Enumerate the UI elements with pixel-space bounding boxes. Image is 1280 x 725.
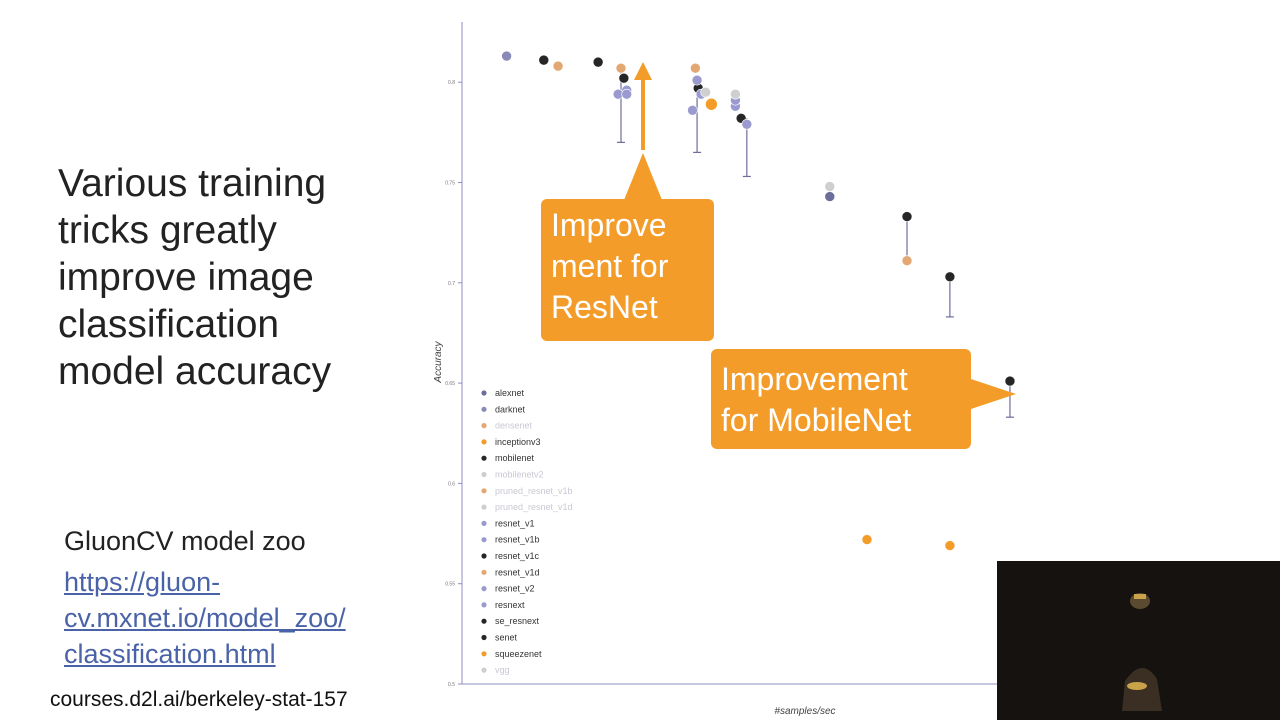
callout-line: ment for [551, 248, 669, 284]
legend-swatch [481, 602, 487, 608]
legend-swatch [481, 618, 487, 624]
data-point [901, 211, 913, 222]
legend-swatch [481, 520, 487, 527]
y-tick-label: 0.5 [448, 682, 455, 688]
y-tick-label: 0.65 [445, 381, 455, 387]
course-url: courses.d2l.ai/berkeley-stat-157 [50, 688, 348, 711]
callout-line: for MobileNet [721, 402, 912, 438]
legend-swatch [481, 423, 487, 429]
x-axis-label: #samples/sec [774, 706, 835, 717]
callout-line: ResNet [551, 289, 658, 325]
legend-label: pruned_resnet_v1b [495, 486, 573, 496]
headline-line: classification [58, 303, 280, 346]
y-tick-label: 0.55 [445, 582, 455, 588]
data-point [691, 74, 703, 86]
headline-line: model accuracy [58, 350, 332, 393]
y-axis-label: Accuracy [433, 340, 444, 383]
legend-label: alexnet [495, 388, 525, 398]
y-ticks: 0.5 0.55 0.6 0.65 0.7 0.75 0.8 [445, 80, 462, 688]
legend-swatch [481, 390, 487, 396]
legend: alexnet darknet densenet inceptionv3 mobilen… [481, 388, 573, 675]
legend-label: pruned_resnet_v1d [495, 502, 573, 512]
legend-label: mobilenet [495, 453, 535, 463]
data-point [690, 62, 701, 74]
data-point [901, 255, 913, 267]
data-points [501, 50, 1016, 551]
y-tick-label: 0.6 [448, 481, 455, 487]
headline-line: Various training [58, 162, 327, 205]
legend-label: mobilenetv2 [495, 470, 544, 480]
data-point [824, 181, 836, 192]
data-point [944, 271, 956, 283]
callout-line: Improve [551, 207, 667, 243]
legend-swatch [481, 667, 487, 673]
y-tick-label: 0.8 [448, 80, 455, 86]
data-point [1004, 375, 1016, 387]
data-point [730, 88, 741, 100]
callout-resnet-pointer [624, 153, 662, 200]
callout-line: Improvement [721, 361, 908, 397]
data-point [687, 104, 698, 116]
data-point [741, 119, 753, 130]
data-point [592, 56, 604, 68]
legend-label: resnet_v1d [495, 567, 540, 577]
data-point [861, 534, 873, 545]
legend-swatch [481, 471, 487, 478]
callout-mobilenet-pointer [968, 378, 1016, 410]
legend-swatch [481, 651, 487, 657]
legend-swatch [481, 553, 487, 559]
data-point [824, 191, 836, 202]
legend-swatch [481, 455, 487, 461]
link-line[interactable]: cv.mxnet.io/model_zoo/ [64, 603, 346, 633]
legend-label: vgg [495, 665, 510, 675]
legend-label: resnet_v2 [495, 584, 535, 594]
legend-swatch [481, 634, 487, 641]
link-line[interactable]: https://gluon- [64, 567, 221, 597]
webcam-overlay [997, 561, 1280, 720]
legend-label: darknet [495, 404, 526, 414]
callout-resnet: Improve ment for ResNet [541, 199, 714, 341]
data-point [501, 50, 512, 62]
legend-label: inceptionv3 [495, 437, 541, 447]
error-bars [617, 68, 1014, 418]
y-tick-label: 0.75 [445, 180, 455, 186]
legend-label: squeezenet [495, 649, 542, 659]
data-point [618, 72, 630, 84]
data-point [615, 62, 627, 74]
resnet-arrow [634, 62, 652, 150]
legend-label: densenet [495, 421, 533, 431]
headline-line: improve image [58, 256, 314, 299]
legend-label: resnet_v1b [495, 535, 540, 545]
legend-swatch [481, 488, 487, 494]
data-point [700, 86, 711, 98]
legend-swatch [481, 537, 487, 543]
legend-swatch [481, 569, 487, 575]
model-zoo-label: GluonCV model zoo [64, 526, 306, 556]
legend-label: resnext [495, 600, 525, 610]
legend-label: senet [495, 633, 518, 643]
headline-line: tricks greatly [58, 209, 277, 252]
legend-swatch [481, 504, 487, 510]
slide-headline: Various training tricks greatly improve … [58, 160, 438, 395]
callout-mobilenet: Improvement for MobileNet [711, 349, 971, 449]
legend-swatch [481, 439, 487, 445]
data-point [552, 60, 564, 72]
data-point [944, 540, 956, 551]
legend-label: resnet_v1c [495, 551, 540, 561]
legend-label: resnet_v1 [495, 518, 535, 528]
data-point [705, 97, 718, 111]
legend-swatch [481, 406, 487, 412]
legend-label: se_resnext [495, 616, 540, 626]
link-line[interactable]: classification.html [64, 639, 276, 669]
data-point [621, 88, 633, 100]
y-tick-label: 0.7 [448, 281, 455, 287]
model-zoo-link[interactable]: https://gluon- cv.mxnet.io/model_zoo/ cl… [64, 564, 424, 672]
legend-swatch [481, 586, 487, 592]
data-point [538, 54, 550, 66]
